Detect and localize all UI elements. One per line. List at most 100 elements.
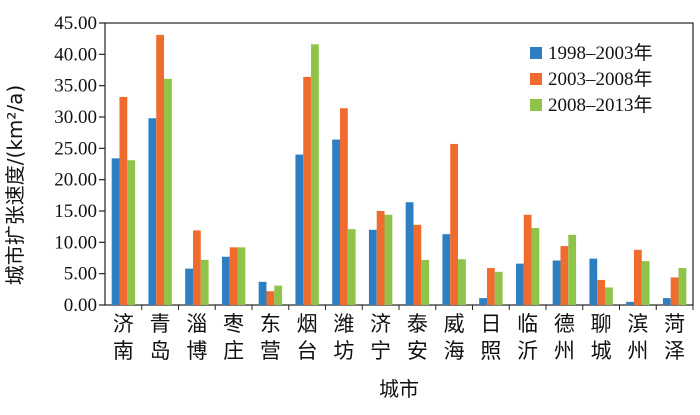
- bar-3-1: [127, 160, 136, 305]
- bar-3-16: [678, 268, 687, 305]
- bar-3-13: [568, 234, 577, 305]
- y-tick-label: 30.00: [54, 107, 97, 128]
- x-tick-label-char: 青: [150, 312, 171, 336]
- bar-1-2: [148, 118, 157, 306]
- bar-1-16: [662, 298, 671, 305]
- x-tick-label-char: 泰: [407, 312, 428, 336]
- bar-3-14: [605, 287, 613, 305]
- bar-1-5: [258, 281, 267, 305]
- legend-swatch-3: [530, 99, 542, 111]
- x-tick-label-char: 岛: [150, 339, 171, 363]
- bar-2-4: [229, 247, 238, 305]
- y-tick-label: 15.00: [54, 201, 97, 222]
- y-tick-label: 35.00: [54, 76, 97, 97]
- x-tick-label-char: 安: [407, 339, 428, 363]
- bar-1-6: [295, 154, 304, 305]
- x-tick-label-char: 东: [260, 312, 281, 336]
- bar-3-7: [347, 229, 356, 305]
- x-tick-label-char: 烟: [297, 312, 318, 336]
- x-tick-label-char: 沂: [517, 339, 538, 363]
- x-tick-label-char: 滨: [627, 312, 648, 336]
- x-tick-label-char: 营: [260, 339, 281, 363]
- bar-2-3: [192, 230, 201, 305]
- y-tick-label: 45.00: [54, 13, 97, 34]
- legend-swatch-1: [530, 47, 542, 59]
- x-tick-label-char: 南: [113, 339, 134, 363]
- bar-2-5: [266, 291, 275, 305]
- bar-1-11: [479, 298, 487, 305]
- x-tick-label-char: 枣: [223, 312, 244, 336]
- x-tick-label-char: 宁: [370, 339, 391, 363]
- y-tick-label: 20.00: [54, 170, 97, 191]
- x-axis-title: 城市: [379, 377, 419, 401]
- bar-3-15: [641, 261, 650, 305]
- bar-3-9: [421, 259, 430, 305]
- bar-2-13: [560, 246, 569, 305]
- bar-3-6: [311, 44, 319, 305]
- y-tick-label: 5.00: [64, 264, 97, 285]
- bar-3-10: [458, 259, 466, 305]
- bar-1-7: [332, 139, 340, 305]
- bar-3-5: [274, 285, 283, 305]
- bar-1-12: [515, 263, 524, 305]
- x-tick-label-char: 菏: [664, 312, 685, 336]
- x-tick-label-char: 济: [113, 312, 134, 336]
- bar-3-3: [200, 259, 209, 305]
- y-tick-label: 10.00: [54, 232, 97, 253]
- bar-1-10: [442, 234, 451, 305]
- legend-swatch-2: [530, 73, 542, 85]
- bar-1-13: [552, 260, 561, 305]
- x-tick-label-char: 德: [554, 312, 575, 336]
- x-tick-label-char: 聊: [591, 312, 612, 336]
- bar-1-3: [185, 268, 193, 305]
- bar-2-2: [156, 34, 165, 305]
- bar-2-7: [339, 108, 348, 305]
- y-tick-label: 25.00: [54, 138, 97, 159]
- x-tick-label-char: 城: [591, 339, 612, 363]
- x-tick-label-char: 泽: [664, 339, 685, 363]
- bar-1-15: [626, 301, 634, 305]
- legend-label-1: 1998–2003年: [548, 42, 653, 64]
- bar-1-14: [589, 258, 598, 305]
- bar-1-9: [405, 202, 414, 305]
- x-tick-label-char: 坊: [333, 339, 354, 363]
- bar-2-12: [523, 214, 532, 305]
- bar-1-8: [368, 229, 377, 305]
- y-axis-title: 城市扩张速度/(km²/a): [3, 85, 27, 285]
- bar-2-9: [413, 224, 422, 305]
- x-tick-label-char: 淄: [186, 312, 207, 336]
- bar-2-15: [633, 249, 642, 305]
- x-tick-label-char: 博: [186, 339, 207, 363]
- bar-1-4: [221, 256, 230, 305]
- x-tick-label-char: 海: [444, 339, 465, 363]
- x-tick-label-char: 济: [370, 312, 391, 336]
- x-tick-label-char: 州: [554, 339, 575, 363]
- bar-3-4: [237, 247, 246, 305]
- x-tick-label-char: 庄: [223, 339, 244, 363]
- x-tick-label-char: 州: [627, 339, 648, 363]
- bar-2-6: [303, 76, 312, 305]
- x-tick-label-char: 威: [444, 312, 465, 336]
- x-tick-label-char: 临: [517, 312, 538, 336]
- bar-2-16: [670, 277, 679, 305]
- legend-label-2: 2003–2008年: [548, 68, 653, 90]
- bar-1-1: [111, 158, 120, 305]
- legend-label-3: 2008–2013年: [548, 94, 653, 116]
- bar-3-2: [164, 78, 172, 305]
- bar-3-11: [494, 271, 503, 305]
- x-tick-label-char: 台: [297, 339, 318, 363]
- bar-3-8: [384, 214, 393, 305]
- y-tick-label: 0.00: [64, 295, 97, 316]
- bar-3-12: [531, 227, 540, 305]
- bar-2-8: [376, 211, 385, 305]
- x-tick-label-char: 日: [480, 312, 501, 336]
- y-tick-label: 40.00: [54, 44, 97, 65]
- bar-2-10: [450, 143, 459, 305]
- x-tick-label-char: 照: [480, 339, 501, 363]
- bar-2-11: [486, 268, 495, 305]
- bar-2-14: [597, 279, 606, 305]
- x-tick-label-char: 潍: [333, 312, 354, 336]
- bar-2-1: [119, 96, 128, 306]
